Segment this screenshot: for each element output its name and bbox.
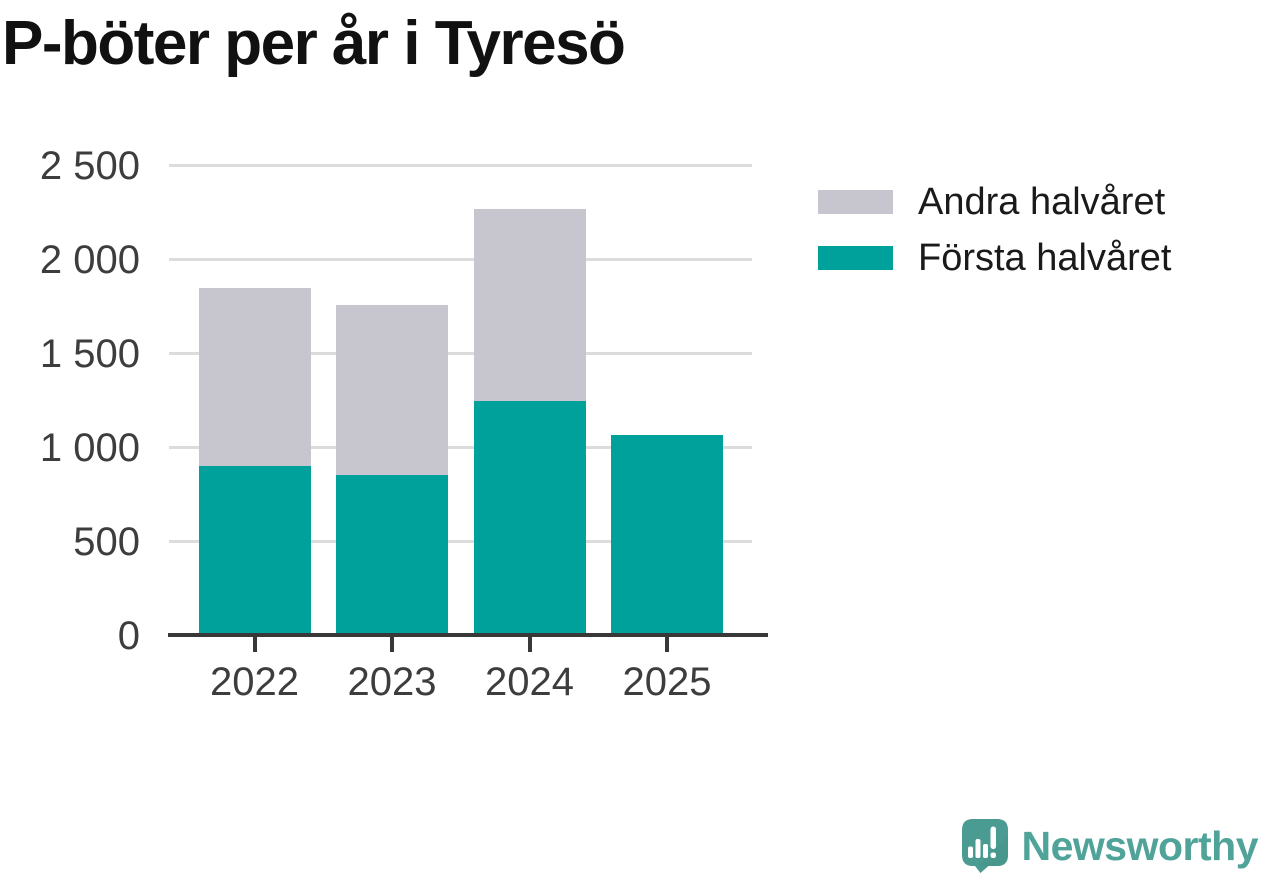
legend: Andra halvåret Första halvåret: [818, 181, 1171, 302]
legend-swatch: [818, 246, 893, 270]
legend-row: Andra halvåret: [818, 181, 1171, 223]
x-tick-label-2024: 2024: [485, 660, 574, 704]
y-tick-label-0: 0: [117, 614, 140, 658]
bar-2022-andra-halvåret: [198, 288, 311, 466]
x-axis-line: [168, 633, 768, 637]
bar-2023-andra-halvåret: [336, 305, 448, 476]
y-tick-label-500: 500: [73, 520, 140, 564]
bar-2023-första-halvåret: [336, 475, 448, 635]
bar-2025-första-halvåret: [611, 434, 723, 635]
brand-footer: Newsworthy: [961, 819, 1259, 873]
gridline-1500: [169, 351, 752, 355]
x-tick-2022: [252, 637, 257, 652]
bar-2024-första-halvåret: [473, 400, 586, 635]
bar-2022-första-halvåret: [198, 465, 311, 635]
newsworthy-logo-icon: [961, 819, 1008, 873]
bar-2024-andra-halvåret: [473, 209, 586, 401]
x-tick-label-2022: 2022: [210, 660, 299, 704]
gridline-2500: [169, 163, 752, 167]
x-tick-2025: [665, 637, 669, 652]
y-tick-label-1500: 1 500: [39, 332, 140, 376]
y-tick-label-1000: 1 000: [39, 426, 140, 470]
legend-swatch: [818, 190, 893, 214]
chart-title: P-böter per år i Tyresö: [2, 9, 626, 78]
gridline-500: [169, 539, 752, 543]
y-tick-label-2000: 2 000: [39, 238, 140, 282]
gridline-2000: [169, 257, 752, 261]
x-tick-2024: [527, 637, 532, 652]
legend-row: Första halvåret: [818, 237, 1171, 279]
newsworthy-wordmark: Newsworthy: [1021, 822, 1259, 869]
gridline-1000: [169, 445, 752, 449]
x-tick-label-2025: 2025: [622, 660, 712, 704]
legend-label: Första halvåret: [918, 236, 1172, 279]
y-tick-label-2500: 2 500: [39, 144, 140, 188]
x-tick-2023: [390, 637, 394, 652]
x-tick-label-2023: 2023: [347, 660, 437, 704]
legend-label: Andra halvåret: [918, 180, 1166, 223]
